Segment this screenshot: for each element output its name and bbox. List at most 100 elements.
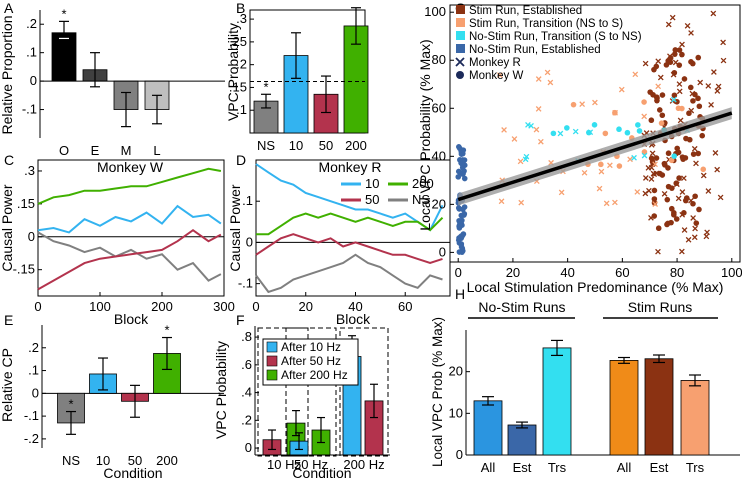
group-box — [339, 327, 389, 457]
scatter-point — [598, 168, 605, 175]
panel-label-b: B — [236, 0, 245, 16]
scatter-point — [688, 30, 694, 36]
y-axis-label: VPC Probability — [213, 341, 229, 439]
scatter-point — [696, 103, 703, 110]
scatter-point — [651, 213, 658, 219]
y-tick-label: 40 — [432, 148, 446, 163]
scatter-point — [459, 161, 466, 167]
x-tick-label: 50 Hz — [294, 457, 328, 472]
scatter-point — [627, 156, 633, 163]
y-tick-label: .25 — [229, 34, 247, 49]
scatter-point — [665, 150, 672, 157]
scatter-point — [459, 157, 466, 163]
scatter-point — [685, 236, 692, 243]
scatter-point — [652, 161, 658, 168]
scatter-point — [668, 219, 674, 226]
scatter-point — [710, 10, 717, 17]
x-tick-label: All — [481, 460, 496, 475]
x-tick-label: 10 — [289, 138, 303, 153]
y-tick-label: 0 — [32, 385, 39, 400]
scatter-point — [461, 212, 467, 218]
y-tick-label: 0 — [28, 229, 35, 244]
significance-star: * — [164, 323, 169, 338]
x-tick-label: Trs — [548, 460, 567, 475]
scatter-point — [624, 129, 631, 136]
panel-d-chart: -.1 0 .1 0 20 40 60 Monkey R Block Causal Power 10… — [227, 159, 451, 327]
scatter-point — [636, 128, 643, 134]
scatter-point — [632, 71, 639, 78]
series-line-ns — [255, 253, 443, 294]
y-tick-label: 0 — [456, 447, 463, 462]
x-tick-label: 200 — [345, 138, 367, 153]
scatter-point — [692, 225, 698, 232]
scatter-point — [544, 69, 551, 76]
y-axis-label: Causal Power — [227, 184, 243, 271]
panel-title: Monkey W — [97, 159, 164, 175]
scatter-point — [677, 117, 684, 124]
panel-h-chart: 0 10 20 All Est Trs All Est Trs No-Stim Runs Stim … — [430, 299, 740, 475]
y-tick-label: .1 — [242, 193, 253, 208]
scatter-point — [676, 88, 683, 95]
scatter-point — [658, 120, 665, 126]
scatter-point — [704, 229, 710, 236]
y-tick-label: -.2 — [24, 431, 39, 446]
panel-label-e: E — [4, 312, 13, 328]
x-tick-label: NS — [257, 138, 275, 153]
y-tick-label: .8 — [241, 329, 252, 344]
x-tick-label: Est — [513, 460, 532, 475]
bar — [644, 358, 674, 456]
legend-label: 200 — [412, 176, 434, 191]
scatter-point — [618, 86, 625, 93]
scatter-point — [646, 187, 652, 194]
scatter-point — [665, 21, 672, 28]
scatter-point — [612, 109, 618, 116]
y-tick-label: 10 — [449, 405, 463, 420]
scatter-point — [661, 190, 668, 197]
scatter-point — [538, 138, 544, 145]
scatter-point — [550, 130, 557, 137]
x-tick-label: O — [59, 143, 69, 158]
scatter-point — [655, 225, 662, 232]
scatter-point — [676, 47, 683, 53]
significance-star: * — [61, 6, 66, 21]
x-tick-label: 10 Hz — [267, 457, 301, 472]
bar — [542, 347, 572, 456]
x-tick-label: 300 — [213, 299, 235, 314]
scatter-point — [708, 101, 714, 108]
series-line-200 — [37, 167, 222, 205]
scatter-point — [591, 122, 598, 128]
scatter-point — [679, 248, 685, 255]
legend-label: No-Stim Run, Established — [469, 44, 601, 56]
y-tick-label: 0 — [246, 234, 253, 249]
legend-swatch — [266, 369, 278, 381]
scatter-point — [651, 187, 658, 194]
scatter-point — [665, 183, 672, 190]
y-tick-label: .3 — [236, 11, 247, 26]
scatter-point — [690, 98, 696, 104]
scatter-point — [459, 217, 465, 224]
regression-line — [457, 111, 733, 202]
scatter-point — [681, 175, 687, 182]
plot-frame — [449, 4, 741, 263]
scatter-point — [655, 83, 662, 90]
scatter-point — [667, 53, 673, 60]
panel-label-a: A — [4, 0, 14, 16]
scatter-point — [700, 172, 707, 179]
scatter-point — [659, 92, 666, 98]
bar — [473, 400, 503, 456]
y-tick-label: -.1 — [238, 276, 253, 291]
scatter-point — [679, 105, 685, 112]
scatter-point — [564, 125, 570, 131]
legend-label: 10 — [365, 176, 379, 191]
y-axis-label: VPC Probability — [225, 23, 241, 121]
scatter-point — [695, 54, 702, 61]
x-tick-label: 0 — [252, 299, 259, 314]
scatter-point — [687, 84, 694, 91]
scatter-point — [671, 210, 677, 216]
scatter-point — [673, 216, 680, 222]
y-tick-label: .1 — [236, 102, 247, 117]
scatter-point — [697, 79, 704, 86]
